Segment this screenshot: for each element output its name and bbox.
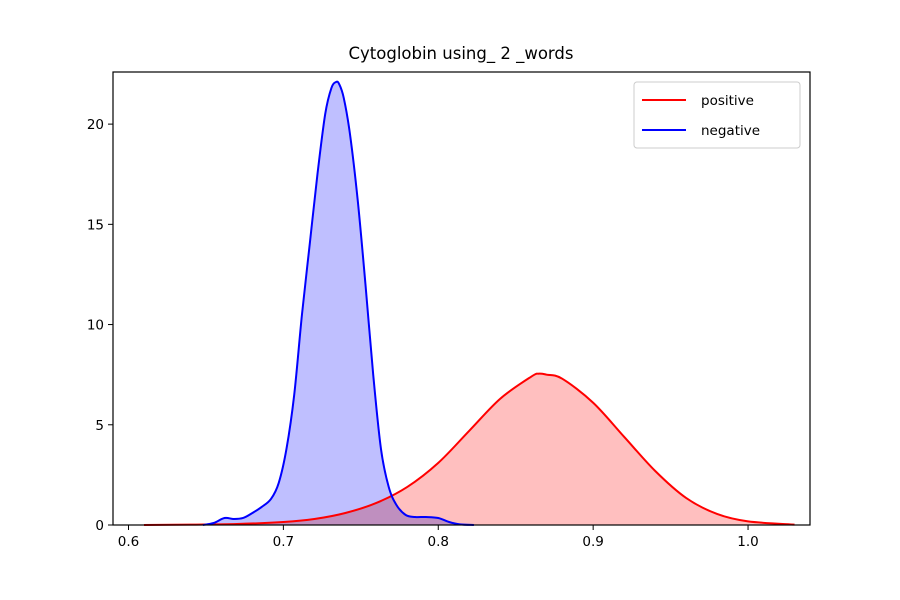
y-tick-label: 20 bbox=[87, 117, 104, 133]
y-tick-label: 0 bbox=[95, 518, 104, 534]
series-area-negative bbox=[202, 81, 474, 526]
x-tick-label: 0.9 bbox=[582, 534, 603, 550]
x-tick-label: 0.8 bbox=[428, 534, 449, 550]
x-tick-label: 0.6 bbox=[118, 534, 139, 550]
x-tick-label: 1.0 bbox=[737, 534, 758, 550]
series-line-positive bbox=[143, 372, 795, 526]
y-tick-label: 15 bbox=[87, 217, 104, 233]
legend-box bbox=[633, 81, 801, 149]
plot-frame bbox=[112, 71, 811, 526]
legend-label-negative: negative bbox=[701, 123, 760, 139]
x-axis: 0.6 0.7 0.8 0.9 1.0 bbox=[118, 525, 759, 550]
y-axis: 0 5 10 15 20 bbox=[87, 117, 113, 534]
series-line-negative bbox=[202, 80, 474, 526]
series-layer bbox=[143, 80, 795, 526]
series-area-positive bbox=[143, 373, 795, 525]
chart-title: Cytoglobin using_ 2 _words bbox=[349, 44, 574, 64]
legend-label-positive: positive bbox=[701, 93, 754, 109]
y-tick-label: 10 bbox=[87, 318, 104, 334]
legend: positive negative bbox=[633, 81, 801, 149]
y-tick-label: 5 bbox=[95, 418, 104, 434]
x-tick-label: 0.7 bbox=[273, 534, 294, 550]
